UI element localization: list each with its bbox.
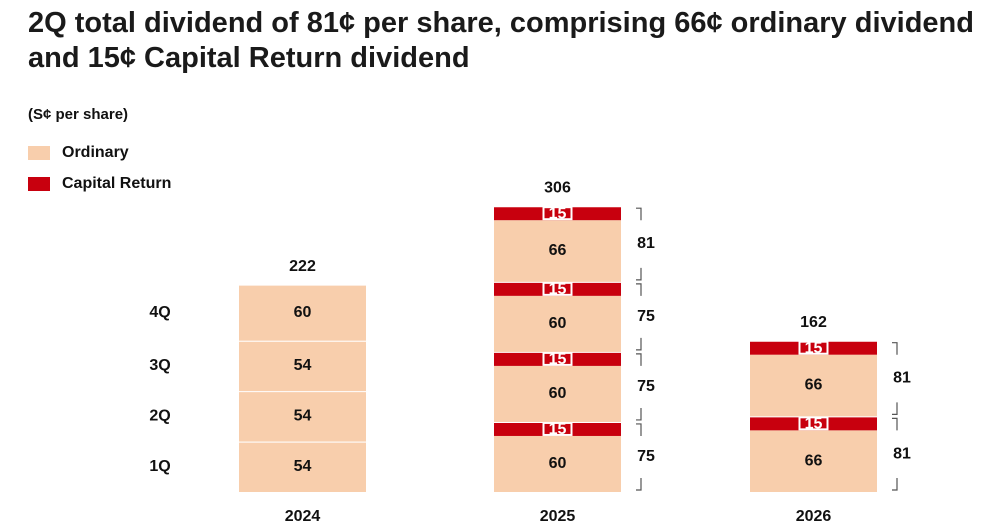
- quarter-total-label: 81: [893, 445, 911, 462]
- bar-capital-return-value: 15: [805, 416, 823, 433]
- bar-ordinary: [494, 295, 621, 352]
- bar-ordinary-value: 60: [294, 304, 312, 321]
- bar-ordinary: [494, 220, 621, 282]
- bar-ordinary-value: 54: [294, 458, 312, 475]
- quarter-bracket: [636, 283, 642, 351]
- bar-ordinary-value: 66: [805, 452, 823, 469]
- quarter-bracket: [636, 207, 642, 281]
- bar-ordinary: [239, 340, 366, 392]
- bar-ordinary: [494, 365, 621, 422]
- bar-ordinary-value: 60: [549, 455, 567, 472]
- bar-capital-return-value: 15: [549, 351, 567, 368]
- quarter-label: 1Q: [149, 458, 170, 475]
- bar-total-label: 162: [800, 314, 827, 331]
- bar-ordinary: [750, 430, 877, 492]
- bar-ordinary: [239, 284, 366, 341]
- bar-ordinary-value: 66: [805, 377, 823, 394]
- quarter-total-label: 75: [637, 308, 655, 325]
- quarter-bracket: [636, 423, 642, 491]
- bar-total-label: 222: [289, 258, 316, 275]
- legend-label-ordinary: Ordinary: [62, 144, 129, 161]
- bar-capital-return-value: 15: [549, 421, 567, 438]
- x-axis-label: 2025: [540, 508, 576, 523]
- legend-item-ordinary: Ordinary: [28, 143, 129, 163]
- legend-swatch-ordinary: [28, 146, 50, 160]
- legend-item-capital-return: Capital Return: [28, 174, 171, 194]
- legend-swatch-capital-return: [28, 177, 50, 191]
- unit-label: (S¢ per share): [28, 106, 129, 123]
- bar-ordinary-value: 60: [549, 315, 567, 332]
- bar-ordinary-value: 66: [549, 242, 567, 259]
- quarter-label: 4Q: [149, 304, 170, 321]
- quarter-total-label: 75: [637, 378, 655, 395]
- quarter-total-label: 81: [893, 370, 911, 387]
- bar-ordinary: [239, 391, 366, 442]
- bar-total-label: 306: [544, 179, 571, 196]
- bar-ordinary: [239, 441, 366, 492]
- bar-capital-return-value: 15: [549, 281, 567, 298]
- quarter-bracket: [636, 353, 642, 421]
- bar-ordinary-value: 60: [549, 385, 567, 402]
- bar-ordinary: [750, 354, 877, 417]
- legend-label-capital-return: Capital Return: [62, 175, 172, 192]
- x-axis-label: 2026: [796, 508, 832, 523]
- quarter-bracket: [892, 417, 898, 491]
- quarter-bracket: [892, 342, 898, 415]
- quarter-label: 3Q: [149, 357, 170, 374]
- bar-ordinary: [494, 435, 621, 492]
- quarter-total-label: 81: [637, 235, 655, 252]
- bar-capital-return-value: 15: [805, 340, 823, 357]
- quarter-total-label: 75: [637, 448, 655, 465]
- bar-ordinary-value: 54: [294, 408, 312, 425]
- quarter-label: 2Q: [149, 408, 170, 425]
- bar-capital-return-value: 15: [549, 205, 567, 222]
- page-title: 2Q total dividend of 81¢ per share, comp…: [28, 7, 974, 74]
- bar-ordinary-value: 54: [294, 357, 312, 374]
- x-axis-label: 2024: [285, 508, 321, 523]
